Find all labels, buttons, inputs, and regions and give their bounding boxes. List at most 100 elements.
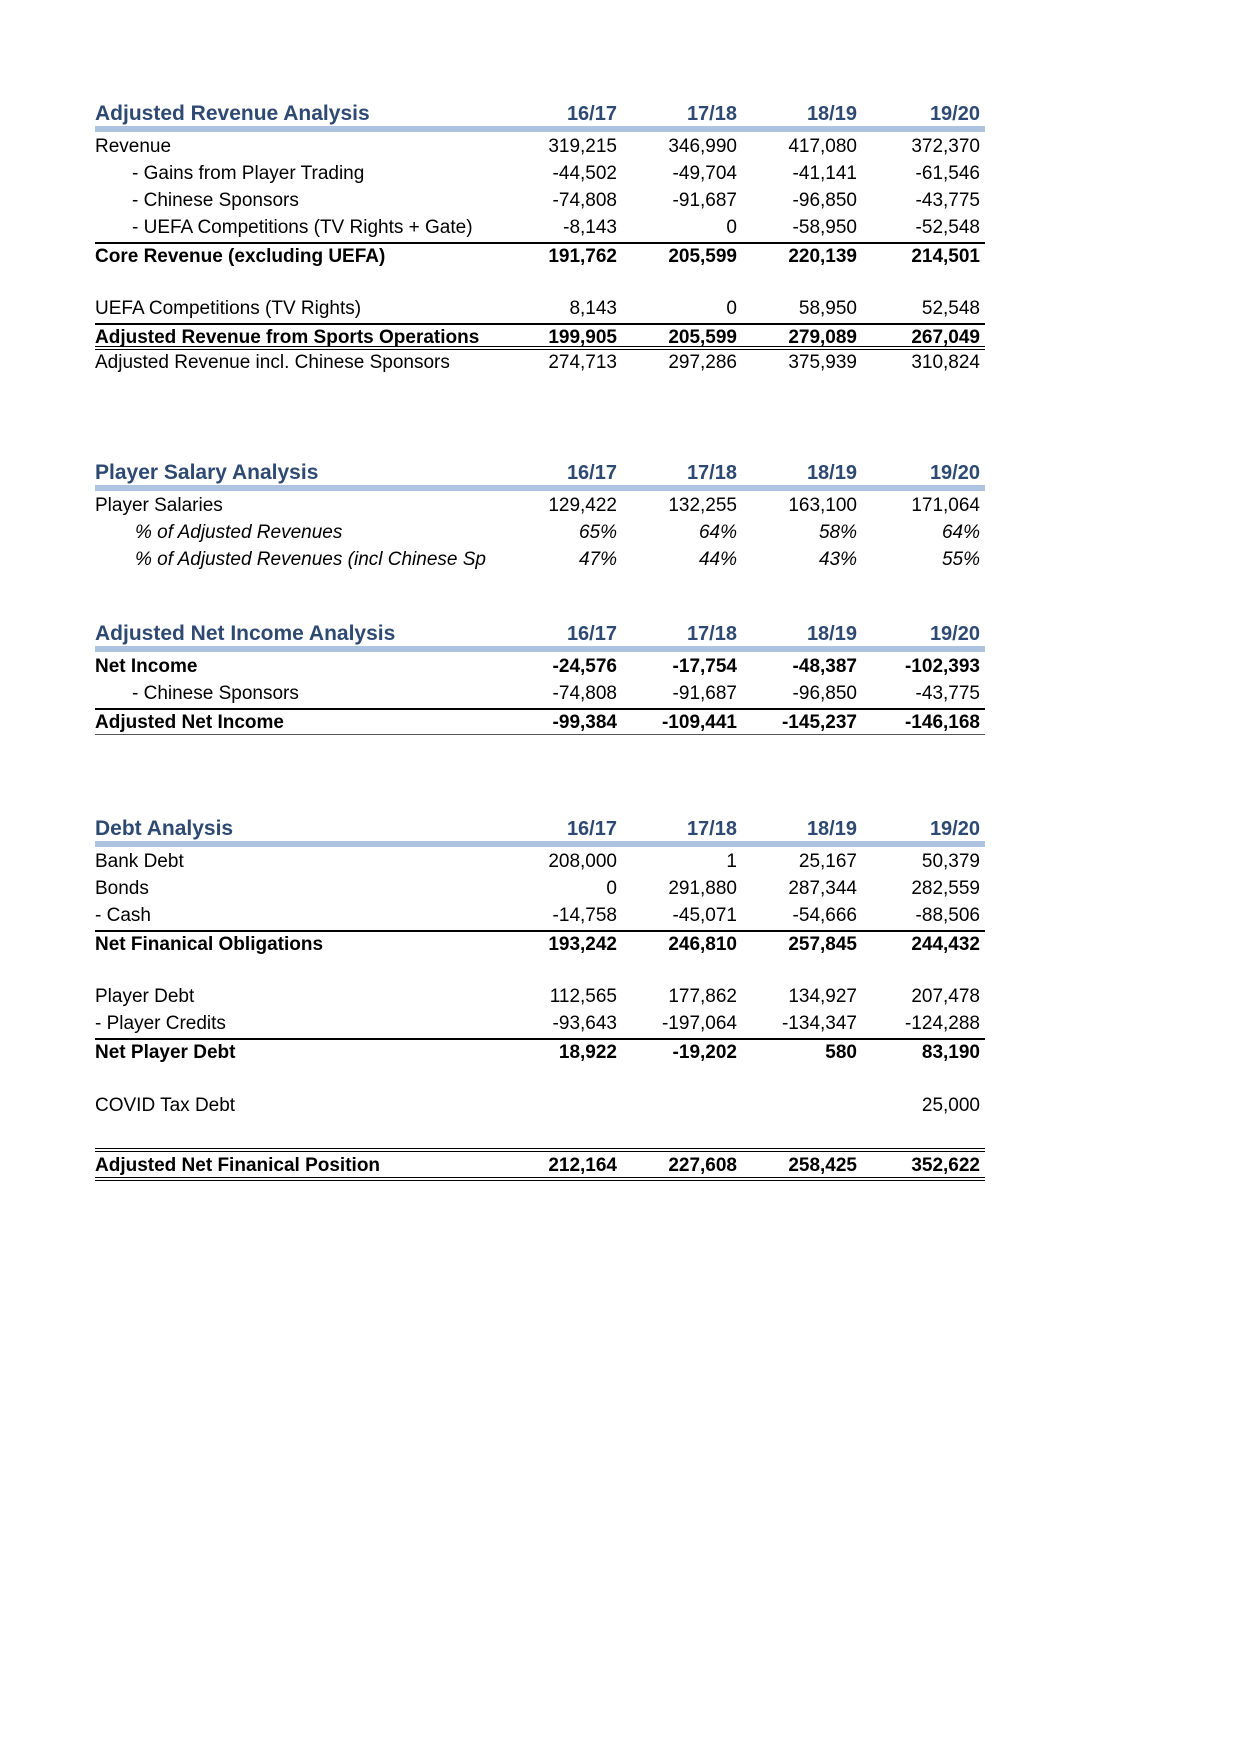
row-label: Revenue bbox=[95, 136, 172, 157]
table-row-chinese-sponsors: - Chinese Sponsors -74,808 -91,687 -96,8… bbox=[95, 188, 985, 215]
row-label: - Gains from Player Trading bbox=[132, 163, 365, 184]
cell-value: -43,775 bbox=[915, 683, 980, 704]
cell-value: 112,565 bbox=[549, 986, 617, 1007]
cell-value: -44,502 bbox=[552, 163, 617, 184]
cell-value: 191,762 bbox=[548, 246, 617, 267]
column-header-16-17: 16/17 bbox=[566, 103, 617, 125]
section-title: Adjusted Revenue Analysis bbox=[95, 102, 370, 125]
cell-value: 352,622 bbox=[911, 1155, 980, 1176]
cell-value: 258,425 bbox=[788, 1155, 857, 1176]
row-label: COVID Tax Debt bbox=[95, 1095, 236, 1116]
cell-value: 279,089 bbox=[788, 327, 857, 348]
cell-value: -91,687 bbox=[672, 190, 737, 211]
table-row-net-income: Net Income -24,576 -17,754 -48,387 -102,… bbox=[95, 654, 985, 681]
cell-value: 212,164 bbox=[548, 1155, 617, 1176]
cell-value: -58,950 bbox=[792, 217, 857, 238]
row-label: Core Revenue (excluding UEFA) bbox=[95, 246, 386, 267]
cell-value: 199,905 bbox=[548, 327, 617, 348]
cell-value: 83,190 bbox=[921, 1042, 980, 1063]
cell-value: -145,237 bbox=[781, 712, 857, 733]
cell-value: -49,704 bbox=[672, 163, 737, 184]
cell-value: 1 bbox=[726, 851, 737, 872]
table-row-core-revenue: Core Revenue (excluding UEFA) 191,762 20… bbox=[95, 242, 985, 269]
cell-value: 129,422 bbox=[548, 495, 617, 516]
table-row-gains-from-player-trading: - Gains from Player Trading -44,502 -49,… bbox=[95, 161, 985, 188]
row-label: Adjusted Revenue incl. Chinese Sponsors bbox=[95, 352, 450, 373]
row-label: - UEFA Competitions (TV Rights + Gate) bbox=[132, 217, 473, 238]
row-label: Adjusted Revenue from Sports Operations bbox=[95, 327, 480, 346]
cell-value: -74,808 bbox=[552, 190, 617, 211]
column-header-17-18: 17/18 bbox=[686, 623, 737, 645]
column-header-16-17: 16/17 bbox=[566, 462, 617, 484]
spacer bbox=[95, 1065, 985, 1093]
row-label: Net Player Debt bbox=[95, 1042, 236, 1063]
cell-value: 132,255 bbox=[668, 495, 737, 516]
section-title: Adjusted Net Income Analysis bbox=[95, 622, 396, 645]
cell-value: 372,370 bbox=[911, 136, 980, 157]
cell-value: -17,754 bbox=[672, 656, 737, 677]
row-label: Adjusted Net Income bbox=[95, 712, 284, 733]
row-label: % of Adjusted Revenues bbox=[135, 522, 343, 543]
table-row-player-salaries: Player Salaries 129,422 132,255 163,100 … bbox=[95, 493, 985, 520]
cell-value bbox=[617, 1093, 737, 1120]
column-header-17-18: 17/18 bbox=[686, 818, 737, 840]
cell-value: -96,850 bbox=[792, 683, 857, 704]
cell-value: 274,713 bbox=[548, 352, 617, 373]
cell-value: 244,432 bbox=[911, 934, 980, 955]
cell-value: 58,950 bbox=[798, 298, 857, 319]
cell-value: 207,478 bbox=[911, 986, 980, 1007]
column-header-16-17: 16/17 bbox=[566, 818, 617, 840]
table-row-adjusted-net-financial-position: Adjusted Net Finanical Position 212,164 … bbox=[95, 1148, 985, 1181]
row-label: Net Income bbox=[95, 656, 198, 677]
cell-value: -14,758 bbox=[552, 905, 617, 926]
column-header-19-20: 19/20 bbox=[929, 103, 980, 125]
cell-value: 417,080 bbox=[788, 136, 857, 157]
cell-value bbox=[737, 1093, 857, 1120]
row-label: - Player Credits bbox=[95, 1013, 226, 1034]
cell-value: 287,344 bbox=[788, 878, 857, 899]
cell-value: -41,141 bbox=[792, 163, 857, 184]
table-row-player-debt: Player Debt 112,565 177,862 134,927 207,… bbox=[95, 984, 985, 1011]
cell-value: 163,100 bbox=[788, 495, 857, 516]
cell-value: 375,939 bbox=[788, 352, 857, 373]
table-row-bank-debt: Bank Debt 208,000 1 25,167 50,379 bbox=[95, 849, 985, 876]
table-row-player-credits: - Player Credits -93,643 -197,064 -134,3… bbox=[95, 1011, 985, 1038]
table-row-adjusted-revenue-sports-operations: Adjusted Revenue from Sports Operations … bbox=[95, 323, 985, 350]
table-row-net-financial-obligations: Net Finanical Obligations 193,242 246,81… bbox=[95, 930, 985, 957]
row-label: Adjusted Net Finanical Position bbox=[95, 1155, 381, 1176]
row-label: % of Adjusted Revenues (incl Chinese Sp bbox=[135, 549, 486, 570]
cell-value: 205,599 bbox=[668, 327, 737, 348]
section-title: Debt Analysis bbox=[95, 817, 234, 840]
cell-value: -102,393 bbox=[904, 656, 980, 677]
table-row-cash: - Cash -14,758 -45,071 -54,666 -88,506 bbox=[95, 903, 985, 930]
row-label: - Chinese Sponsors bbox=[132, 190, 299, 211]
cell-value: -99,384 bbox=[552, 712, 617, 733]
cell-value: -134,347 bbox=[781, 1013, 857, 1034]
table-row-adjusted-revenue-incl-chinese: Adjusted Revenue incl. Chinese Sponsors … bbox=[95, 350, 985, 377]
cell-value: 25,000 bbox=[921, 1095, 980, 1116]
cell-value: 64% bbox=[941, 522, 980, 543]
row-label: - Cash bbox=[95, 905, 151, 926]
row-label: Player Debt bbox=[95, 986, 195, 1007]
cell-value: 0 bbox=[606, 878, 617, 899]
column-header-19-20: 19/20 bbox=[929, 462, 980, 484]
cell-value: -146,168 bbox=[904, 712, 980, 733]
cell-value: 267,049 bbox=[911, 327, 980, 348]
cell-value: 246,810 bbox=[668, 934, 737, 955]
cell-value: -54,666 bbox=[792, 905, 857, 926]
cell-value: 297,286 bbox=[668, 352, 737, 373]
cell-value: 64% bbox=[698, 522, 737, 543]
cell-value: 43% bbox=[818, 549, 857, 570]
cell-value: -24,576 bbox=[552, 656, 617, 677]
section-title: Player Salary Analysis bbox=[95, 461, 319, 484]
cell-value: -52,548 bbox=[915, 217, 980, 238]
cell-value: -124,288 bbox=[904, 1013, 980, 1034]
table-row-chinese-sponsors-ni: - Chinese Sponsors -74,808 -91,687 -96,8… bbox=[95, 681, 985, 708]
table-row-uefa-competitions-deduction: - UEFA Competitions (TV Rights + Gate) -… bbox=[95, 215, 985, 242]
cell-value: -88,506 bbox=[915, 905, 980, 926]
cell-value: 205,599 bbox=[668, 246, 737, 267]
spacer bbox=[95, 735, 985, 815]
cell-value: 50,379 bbox=[921, 851, 980, 872]
cell-value: 58% bbox=[818, 522, 857, 543]
cell-value bbox=[500, 1093, 617, 1120]
